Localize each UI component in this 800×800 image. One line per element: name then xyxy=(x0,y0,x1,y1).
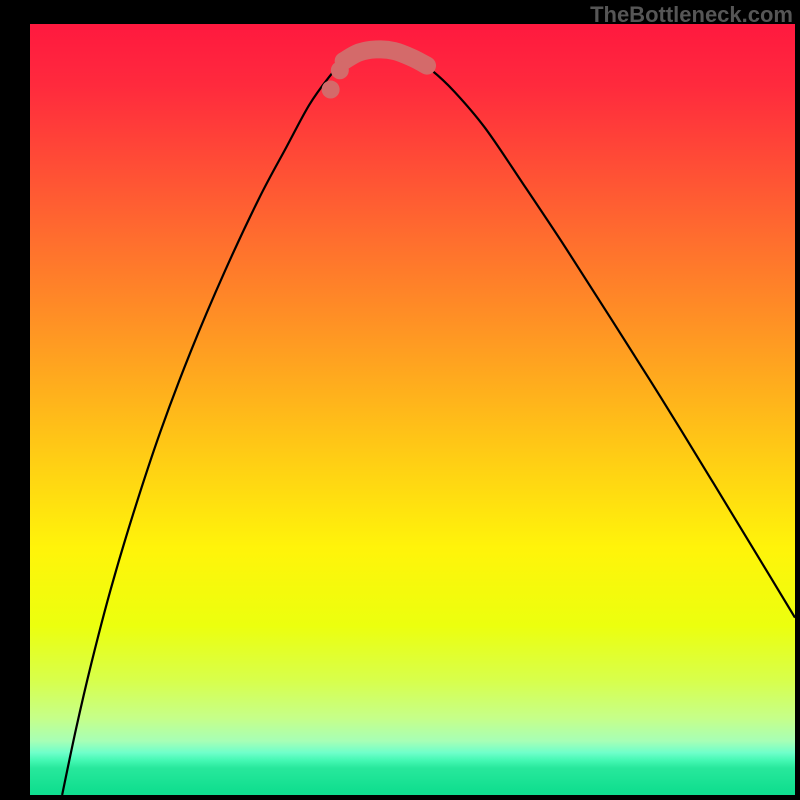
watermark: TheBottleneck.com xyxy=(590,2,793,28)
highlight-dot xyxy=(322,81,340,99)
plot-area xyxy=(30,24,795,795)
gradient-background xyxy=(30,24,795,795)
highlight-dot xyxy=(331,61,349,79)
chart-svg xyxy=(30,24,795,795)
